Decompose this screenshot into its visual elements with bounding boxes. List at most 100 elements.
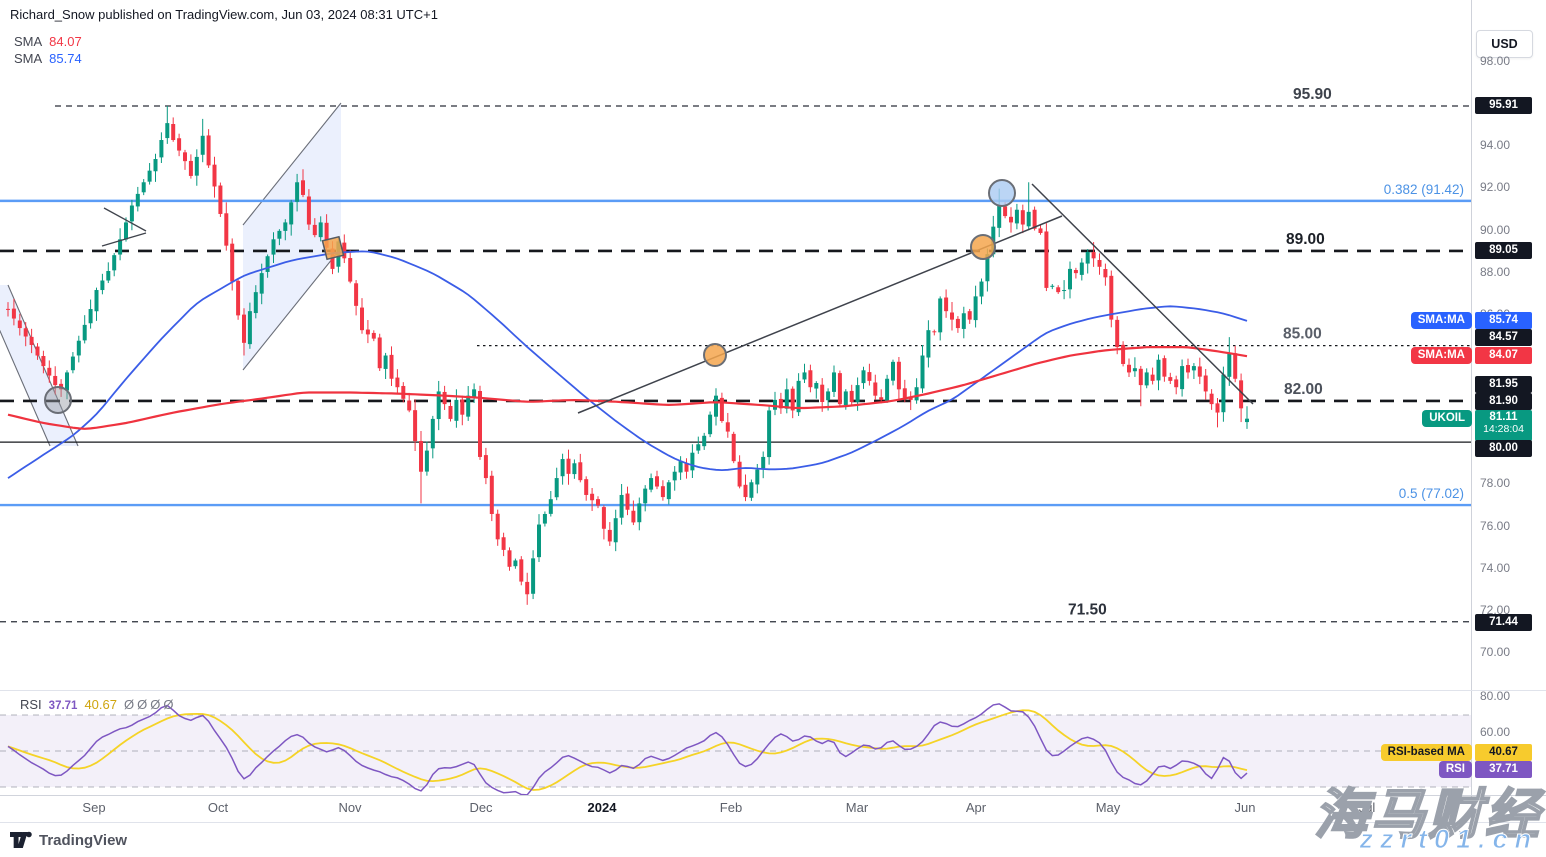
candle-body [690,452,695,471]
candle-body [301,180,305,195]
candle-body [1227,353,1232,377]
candle-body [1073,270,1078,274]
candle-body [460,399,465,415]
candle-body [1215,403,1220,413]
hidden-plot-icon[interactable]: Ø [150,697,161,712]
time-axis-label: Sep [82,800,106,815]
candle-body [867,372,872,381]
tradingview-brand[interactable]: TradingView [10,829,127,851]
price-badge: 89.05 [1475,242,1532,259]
candle-body [814,382,819,389]
candle-body [212,164,217,187]
time-axis-label: Oct [207,800,229,815]
candle-body [236,280,241,316]
candle-body [253,292,258,314]
candle-body [832,372,836,392]
time-axis-label: Apr [965,800,987,815]
candle-body [371,332,376,339]
hidden-plot-icon[interactable]: Ø [137,697,148,712]
price-axis-border [1471,0,1472,822]
candle-body [660,486,665,498]
candle-body [601,507,606,529]
candle-body [1233,353,1238,379]
axis-tick: 74.00 [1480,561,1511,575]
hidden-plot-icon[interactable]: Ø [163,697,174,712]
badge-value: 85.74 [1475,312,1532,329]
candle-body [1180,366,1185,390]
hidden-plot-icon[interactable]: Ø [124,697,135,712]
tradingview-brand-text: TradingView [39,831,128,849]
candle-body [153,159,158,172]
candle-body [88,309,93,324]
marker-box [321,235,345,261]
candle-body [448,405,453,419]
level-label: 85.00 [1283,326,1322,343]
currency-toggle-button[interactable]: USD [1476,30,1533,58]
candle-body [891,361,895,381]
candle-body [76,340,81,356]
candle-body [849,390,854,403]
candle-body [796,380,801,413]
candle-body [1103,269,1108,278]
candle-body [1026,211,1031,227]
axis-tick: 98.00 [1480,54,1511,68]
candle-body [147,170,152,182]
price-badge: UKOIL 81.11 14:28:04 [1422,410,1532,441]
candle-body [613,518,618,543]
candle-body [566,458,571,474]
candle-body [171,124,176,141]
price-badge: 71.44 [1475,614,1532,631]
candle-body [837,373,842,405]
candle-body [177,138,182,151]
badge-label: RSI [1438,761,1472,778]
candle-body [407,400,412,411]
candle-body [483,455,488,479]
candle-body [619,494,624,518]
candle-body [1209,393,1214,405]
candle-body [914,387,919,401]
candle-body [1144,372,1149,386]
candle-body [802,372,807,380]
candle-body [306,196,311,225]
badge-value: 71.44 [1475,614,1532,631]
channel-line [0,329,51,447]
candle-body [194,156,199,176]
candles [6,106,1249,605]
candle-body [1115,319,1120,348]
candle-body [29,336,34,345]
fib-label: 0.382 (91.42) [1384,182,1464,197]
candle-body [41,356,46,367]
badge-value: 84.07 [1475,347,1532,364]
candle-body [548,499,553,514]
candle-body [1121,344,1126,364]
axis-tick: 90.00 [1480,223,1511,237]
candle-body [702,435,707,447]
candle-body [997,205,1002,228]
axis-tick: 72.00 [1480,603,1511,617]
marker-circle [703,343,727,367]
candle-body [165,123,170,139]
candle-body [826,391,831,401]
candle-body [719,397,724,422]
candle-body [242,314,246,343]
time-axis-label: May [1095,800,1121,815]
pane-separator[interactable] [0,690,1546,691]
candle-body [112,255,117,271]
candle-body [283,222,288,231]
candle-body [1050,285,1055,287]
level-label: 95.90 [1293,86,1332,103]
time-axis-border-top [0,795,1546,796]
candle-body [188,160,193,176]
candle-body [643,488,648,504]
candle-body [596,499,600,506]
candle-body [295,182,300,202]
candle-body [436,391,441,420]
candle-body [908,396,913,400]
candle-body [1109,275,1114,320]
candle-body [35,346,40,356]
badge-time: 14:28:04 [1483,423,1524,435]
candle-body [495,513,500,540]
candle-body [94,290,99,312]
candle-body [324,222,329,248]
candle-body [973,296,978,321]
